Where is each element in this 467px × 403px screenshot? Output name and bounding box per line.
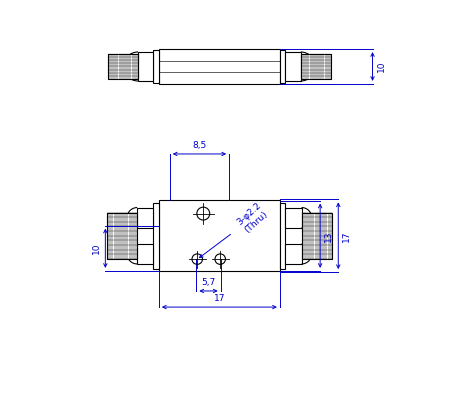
Bar xyxy=(285,208,302,228)
Bar xyxy=(107,213,137,259)
Bar xyxy=(108,54,138,79)
Text: 17: 17 xyxy=(213,294,225,303)
Text: 17: 17 xyxy=(342,230,351,241)
Text: 5,7: 5,7 xyxy=(201,278,216,287)
Bar xyxy=(159,50,280,84)
Bar xyxy=(302,213,332,259)
Bar xyxy=(137,208,153,228)
Text: 10: 10 xyxy=(92,243,101,254)
Bar xyxy=(153,50,159,83)
Bar xyxy=(285,244,302,264)
Text: 8,5: 8,5 xyxy=(192,141,206,150)
Bar xyxy=(301,54,331,79)
Bar xyxy=(153,203,159,269)
Bar xyxy=(159,201,280,271)
Bar xyxy=(280,203,285,269)
Bar xyxy=(137,244,153,264)
Bar xyxy=(138,52,153,81)
Text: 3-φ2.2
(Thru): 3-φ2.2 (Thru) xyxy=(199,201,270,258)
Bar xyxy=(280,50,285,83)
Text: 10: 10 xyxy=(376,61,386,72)
Text: 13: 13 xyxy=(324,230,333,241)
Bar xyxy=(285,52,301,81)
